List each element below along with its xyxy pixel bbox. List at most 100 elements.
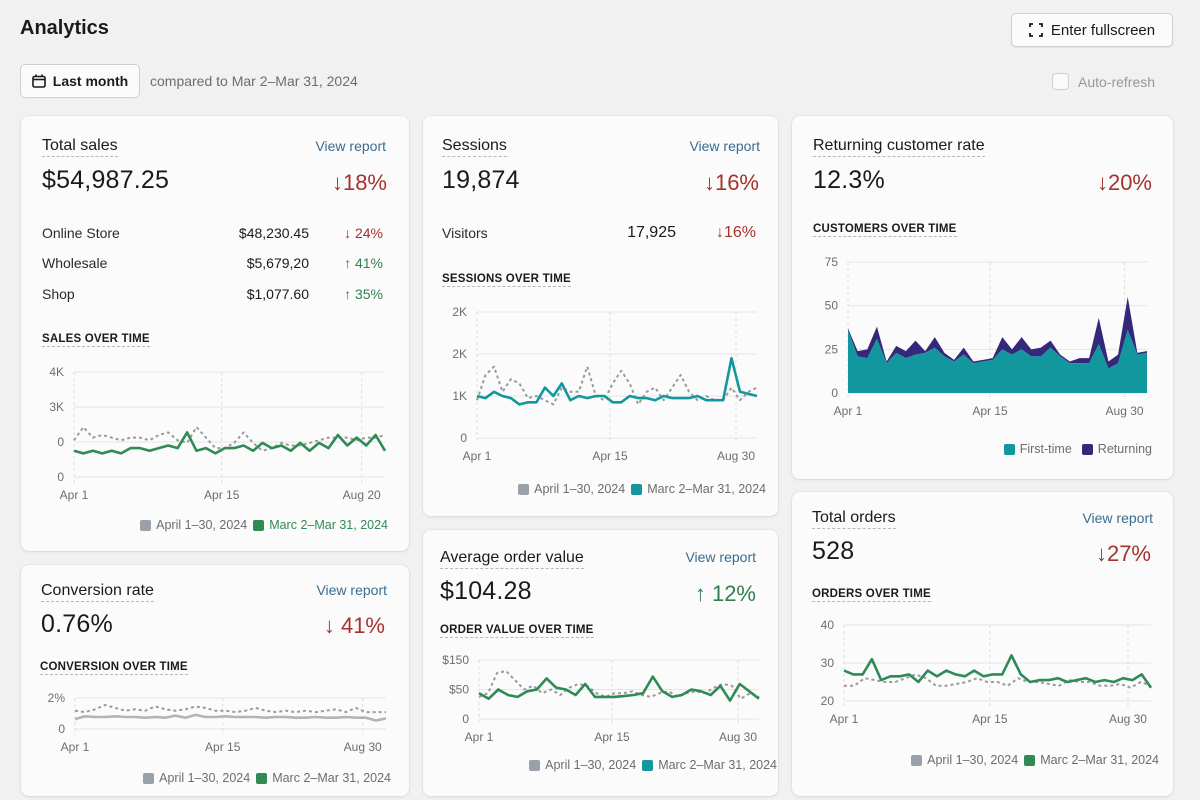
legend-label: April 1–30, 2024 [156, 518, 248, 532]
page-title: Analytics [20, 17, 109, 39]
average-order-value-card: Average order value View report $104.28 … [423, 530, 778, 796]
previous-period-line [476, 365, 758, 406]
customers-chart: 75 50 25 0 Apr 1 Apr 15 Aug 30 [825, 255, 1147, 418]
current-period-line [476, 356, 758, 406]
chart-section-label[interactable]: CONVERSION OVER TIME [40, 661, 188, 675]
legend-label: April 1–30, 2024 [927, 753, 1019, 767]
metric-value: 0.76% [41, 610, 113, 638]
breakdown-delta: ↑ 41% [344, 255, 383, 271]
legend-swatch [1003, 443, 1015, 455]
y-tick-label: 20 [821, 694, 835, 708]
view-report-link[interactable]: View report [315, 138, 386, 154]
order-value-chart: $150 $50 0 Apr 1 Apr 15 Aug 30 [442, 653, 760, 744]
total-orders-card: Total orders View report 528 ↓27% ORDERS… [792, 492, 1173, 796]
y-tick-label: 75 [825, 255, 839, 269]
date-range-button[interactable]: Last month [20, 64, 140, 98]
legend-swatch [143, 772, 155, 784]
enter-fullscreen-button[interactable]: Enter fullscreen [1011, 13, 1173, 47]
metric-value: 12.3% [813, 166, 885, 194]
legend-label: Marc 2–Mar 31, 2024 [658, 758, 777, 772]
chart-section-label[interactable]: SALES OVER TIME [42, 333, 150, 347]
fullscreen-icon [1028, 23, 1043, 37]
legend-label: Returning [1097, 442, 1152, 456]
view-report-link[interactable]: View report [316, 582, 387, 598]
chart-section-label[interactable]: SESSIONS OVER TIME [442, 273, 571, 287]
returning-area [848, 296, 1147, 369]
previous-period-line [74, 704, 386, 714]
conversion-rate-card: Conversion rate View report 0.76% ↓ 41% … [21, 565, 409, 796]
breakdown-delta: ↑ 35% [344, 286, 383, 302]
calendar-icon [31, 74, 46, 88]
chart-legend: April 1–30, 2024 Marc 2–Mar 31, 2024 [529, 758, 777, 772]
y-tick-label: 50 [825, 299, 839, 313]
sales-chart: 4K 3K 0 0 Apr 1 Apr 15 Aug 20 [49, 365, 387, 502]
breakdown-value: $5,679,20 [246, 255, 309, 271]
sessions-card: Sessions View report 19,874 ↓16% Visitor… [423, 116, 778, 516]
x-tick-label: Apr 15 [594, 730, 630, 744]
current-period-line [843, 654, 1153, 689]
chart-section-label[interactable]: CUSTOMERS OVER TIME [813, 223, 957, 237]
x-tick-label: Apr 1 [60, 488, 89, 502]
x-tick-label: Apr 15 [972, 404, 1008, 418]
auto-refresh-checkbox[interactable] [1052, 73, 1069, 90]
view-report-link[interactable]: View report [1082, 510, 1153, 526]
returning-customer-card: Returning customer rate 12.3% ↓20% CUSTO… [792, 116, 1173, 479]
legend-swatch [911, 754, 923, 766]
chart-legend: April 1–30, 2024 Marc 2–Mar 31, 2024 [911, 753, 1159, 767]
metric-delta: ↓ 41% [323, 613, 385, 638]
y-tick-label: 25 [825, 342, 839, 356]
y-tick-label: 2K [452, 347, 467, 361]
x-tick-label: Apr 15 [204, 488, 240, 502]
legend-item-previous: April 1–30, 2024 [518, 482, 625, 496]
legend-label: April 1–30, 2024 [545, 758, 637, 772]
chart-section-label[interactable]: ORDER VALUE OVER TIME [440, 624, 594, 638]
legend-item-returning: Returning [1081, 442, 1152, 456]
metric-value: 528 [812, 537, 855, 565]
x-tick-label: Apr 1 [834, 404, 863, 418]
view-report-link[interactable]: View report [685, 549, 756, 565]
breakdown-value: $48,230.45 [238, 225, 309, 241]
total-sales-card: Total sales View report $54,987.25 ↓18% … [21, 116, 409, 551]
y-tick-label: 2K [452, 305, 467, 319]
y-tick-label: 30 [821, 656, 835, 670]
breakdown-label: Wholesale [42, 255, 108, 271]
card-title[interactable]: Average order value [440, 549, 584, 569]
x-tick-label: Apr 15 [205, 740, 241, 754]
date-range-label: Last month [52, 73, 129, 89]
auto-refresh-toggle[interactable]: Auto-refresh [1052, 73, 1155, 90]
card-title[interactable]: Total orders [812, 509, 896, 529]
card-title[interactable]: Total sales [42, 137, 118, 157]
x-tick-label: Apr 15 [972, 712, 1008, 726]
card-title[interactable]: Conversion rate [41, 582, 154, 602]
metric-value: $104.28 [440, 577, 532, 605]
metric-delta: ↑ 12% [694, 581, 756, 606]
y-tick-label: $50 [449, 683, 469, 697]
x-tick-label: Apr 1 [61, 740, 90, 754]
legend-label: April 1–30, 2024 [159, 771, 251, 785]
legend-label: Marc 2–Mar 31, 2024 [1040, 753, 1159, 767]
x-tick-label: Aug 30 [719, 730, 757, 744]
metric-delta: ↓16% [703, 170, 759, 195]
breakdown-delta: ↓16% [715, 224, 756, 241]
y-tick-label: 4K [49, 365, 64, 379]
card-title[interactable]: Sessions [442, 137, 507, 157]
y-tick-label: $150 [442, 653, 469, 667]
view-report-link[interactable]: View report [689, 138, 760, 154]
first-time-area [848, 330, 1147, 393]
current-period-line [74, 713, 387, 722]
chart-section-label[interactable]: ORDERS OVER TIME [812, 588, 931, 602]
legend-item-current: Marc 2–Mar 31, 2024 [1024, 753, 1159, 767]
y-tick-label: 0 [831, 386, 838, 400]
y-tick-label: 0 [462, 712, 469, 726]
legend-item-previous: April 1–30, 2024 [143, 771, 250, 785]
legend-label: Marc 2–Mar 31, 2024 [272, 771, 391, 785]
breakdown-label: Visitors [442, 225, 488, 241]
legend-swatch [518, 483, 530, 495]
card-title[interactable]: Returning customer rate [813, 137, 985, 157]
legend-item-first-time: First-time [1003, 442, 1072, 456]
previous-period-line [478, 670, 760, 700]
x-tick-label: Apr 1 [830, 712, 859, 726]
chart-legend: April 1–30, 2024 Marc 2–Mar 31, 2024 [143, 771, 391, 785]
x-tick-label: Aug 20 [343, 488, 381, 502]
legend-label: April 1–30, 2024 [534, 482, 626, 496]
